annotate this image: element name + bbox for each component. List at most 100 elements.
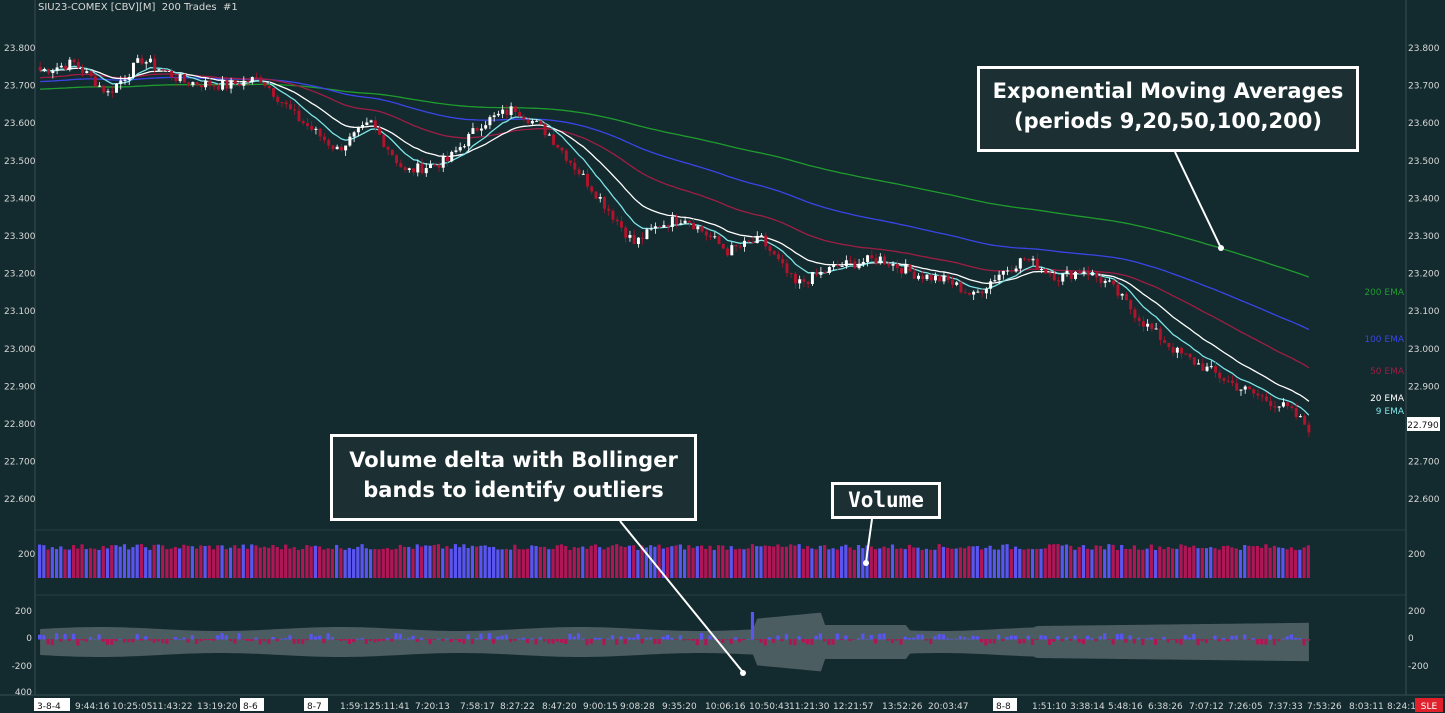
chart-header: SIU23-COMEX [CBV][M] 200 Trades #1 [38,2,238,13]
volume-bar [449,548,453,578]
candle-body [165,69,169,71]
bar-type[interactable]: 200 Trades [161,2,217,13]
price-tick-left: 23.400 [4,194,36,204]
delta-bar [869,635,873,640]
candle-body [1239,389,1243,391]
volume-bar [1145,548,1149,578]
volume-bar [500,549,504,578]
volume-bar [1230,547,1234,578]
volume-bar [114,545,118,578]
volume-bar [63,549,67,578]
delta-bar [551,639,555,644]
candle-body [590,186,594,192]
volume-bar [411,548,415,578]
candle-body [38,66,42,71]
candle-body [666,225,670,227]
volume-bar [428,545,432,578]
volume-bar [699,545,704,578]
delta-bar [789,639,793,645]
delta-bar [479,633,483,640]
volume-bar [105,548,110,578]
candle-body [263,82,267,86]
candle-body [335,146,339,150]
delta-bar [1255,639,1260,645]
delta-bar [895,639,899,641]
candle-body [1048,273,1052,275]
delta-bar [521,637,525,640]
time-label: 10:50:43 [749,702,789,712]
time-label: 9:08:28 [620,702,655,712]
delta-bar [347,639,351,645]
candle-body [989,281,993,289]
delta-bar [861,633,865,640]
delta-bar [402,638,407,640]
volume-bar [1238,549,1243,578]
delta-tick-left: 0 [26,634,32,644]
volume-bar [967,546,971,578]
delta-bar [576,633,581,640]
candle-body [501,109,505,114]
delta-bar [1090,638,1094,640]
volume-bar [1162,549,1166,578]
delta-bar [695,639,699,646]
delta-bar [139,639,144,641]
candle-body [1188,353,1192,358]
candle-body [1256,393,1260,396]
delta-bar [598,637,602,640]
volume-bar [322,549,326,578]
volume-bar [1247,545,1251,578]
candle-body [259,77,263,83]
instrument-symbol[interactable]: SIU23-COMEX [CBV][M] [38,2,156,13]
delta-bar [865,638,869,640]
delta-bar [670,637,674,640]
delta-bar [165,639,169,645]
candle-body [556,144,560,148]
delta-tick-right: -200 [1408,662,1429,672]
volume-bar [555,545,559,578]
session-marker-bg [304,698,328,711]
delta-bar [623,639,627,645]
volume-bar [1141,549,1145,578]
candle-body [284,102,288,105]
candle-body [1277,406,1281,408]
time-label: 7:53:26 [1307,702,1342,712]
candle-body [1023,258,1027,260]
volume-bar [615,544,619,578]
candle-body [212,85,216,87]
delta-bar [105,639,110,645]
price-tick-left: 23.800 [4,44,36,54]
candle-body [382,134,386,147]
delta-bar [933,636,937,640]
delta-bar [636,633,640,640]
candle-body [806,281,810,285]
candle-body [479,128,483,131]
candle-body [560,147,564,151]
delta-bar [687,639,691,641]
price-tick-right: 23.800 [1408,44,1440,54]
candle-body [106,91,110,93]
volume-bar [1166,547,1170,578]
price-tick-right: 22.900 [1408,382,1440,392]
volume-bar [585,548,589,578]
volume-bar [1128,548,1132,578]
volume-bar [946,547,950,578]
volume-bar [237,548,241,578]
delta-bar [46,639,50,645]
volume-bar [1022,549,1026,578]
candle-body [148,58,152,63]
price-tick-left: 23.300 [4,232,36,242]
volume-bar [1196,548,1200,578]
candle-body [1154,328,1158,330]
delta-bar [946,638,950,640]
volume-bar [907,544,912,578]
volume-bar [1298,549,1302,578]
delta-bar [335,639,339,640]
time-label: 8-7 [307,702,322,712]
candle-body [772,251,776,255]
volume-bar [890,544,895,578]
volume-bar [886,548,890,578]
candle-body [424,168,428,174]
delta-bar [937,634,941,640]
volume-bar [220,545,224,578]
volume-bar [54,549,59,578]
